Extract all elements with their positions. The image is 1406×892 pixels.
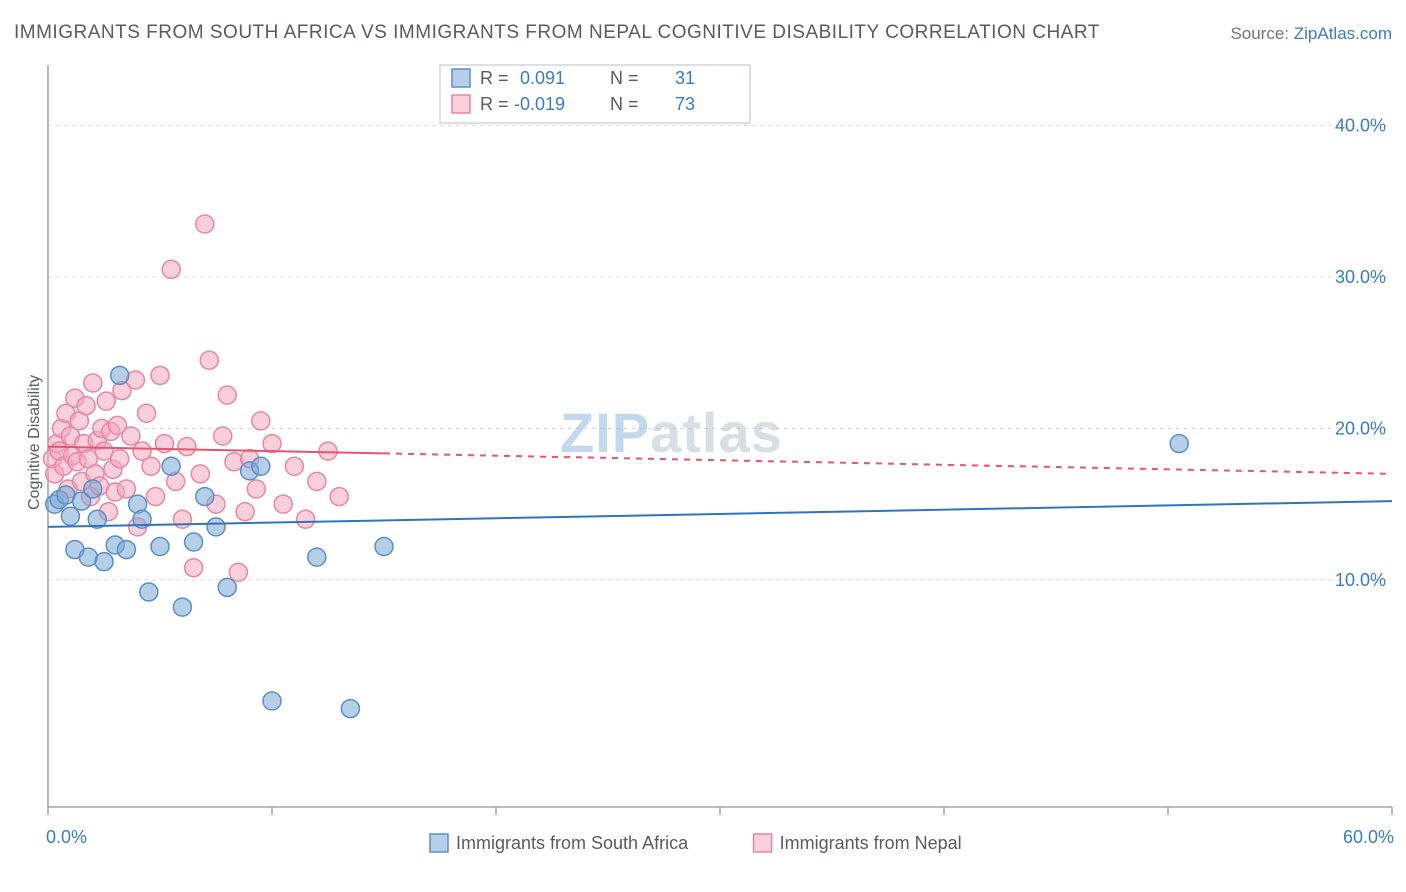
data-point [191, 465, 209, 483]
legend-r-value: -0.019 [514, 94, 565, 114]
data-point [122, 427, 140, 445]
data-point [151, 366, 169, 384]
data-point [111, 366, 129, 384]
y-tick-label: 10.0% [1335, 570, 1386, 590]
data-point [263, 692, 281, 710]
legend-n-value: 73 [675, 94, 695, 114]
data-point [218, 578, 236, 596]
data-point [140, 583, 158, 601]
data-point [84, 374, 102, 392]
data-point [308, 548, 326, 566]
data-point [138, 404, 156, 422]
data-point [319, 442, 337, 460]
data-point [185, 533, 203, 551]
data-point [178, 438, 196, 456]
data-point [229, 563, 247, 581]
data-point [225, 453, 243, 471]
data-point [308, 472, 326, 490]
data-point [117, 541, 135, 559]
data-point [236, 503, 254, 521]
data-point [274, 495, 292, 513]
data-point [95, 553, 113, 571]
x-tick-label: 0.0% [46, 827, 87, 847]
y-tick-label: 20.0% [1335, 418, 1386, 438]
legend-n-value: 31 [675, 68, 695, 88]
data-point [97, 392, 115, 410]
data-point [263, 435, 281, 453]
data-point [151, 538, 169, 556]
data-point [84, 480, 102, 498]
data-point [173, 598, 191, 616]
data-point [162, 260, 180, 278]
y-tick-label: 40.0% [1335, 116, 1386, 136]
legend-swatch [452, 69, 470, 87]
data-point [61, 507, 79, 525]
data-point [196, 488, 214, 506]
data-point [1170, 435, 1188, 453]
data-point [117, 480, 135, 498]
data-point [200, 351, 218, 369]
bottom-legend-swatch [430, 834, 448, 852]
legend-r-label: R = [480, 68, 509, 88]
data-point [162, 457, 180, 475]
data-point [147, 488, 165, 506]
data-point [218, 386, 236, 404]
data-point [341, 700, 359, 718]
data-point [77, 397, 95, 415]
data-point [173, 510, 191, 528]
data-point [185, 559, 203, 577]
data-point [252, 457, 270, 475]
legend-r-label: R = [480, 94, 509, 114]
legend-swatch [452, 95, 470, 113]
data-point [375, 538, 393, 556]
correlation-chart: 10.0% 20.0% 30.0% 40.0% 0.0% 60.0% R = 0.091 N =… [0, 0, 1406, 892]
data-point [285, 457, 303, 475]
data-point [111, 450, 129, 468]
data-point [252, 412, 270, 430]
data-point [330, 488, 348, 506]
bottom-legend-label: Immigrants from Nepal [780, 833, 962, 853]
bottom-legend-label: Immigrants from South Africa [456, 833, 689, 853]
data-point [297, 510, 315, 528]
legend-n-label: N = [610, 68, 639, 88]
y-tick-label: 30.0% [1335, 267, 1386, 287]
data-point [214, 427, 232, 445]
data-point [247, 480, 265, 498]
data-point [142, 457, 160, 475]
bottom-legend-swatch [754, 834, 772, 852]
legend-n-label: N = [610, 94, 639, 114]
legend-r-value: 0.091 [520, 68, 565, 88]
data-point [196, 215, 214, 233]
data-point [207, 518, 225, 536]
x-tick-label: 60.0% [1343, 827, 1394, 847]
